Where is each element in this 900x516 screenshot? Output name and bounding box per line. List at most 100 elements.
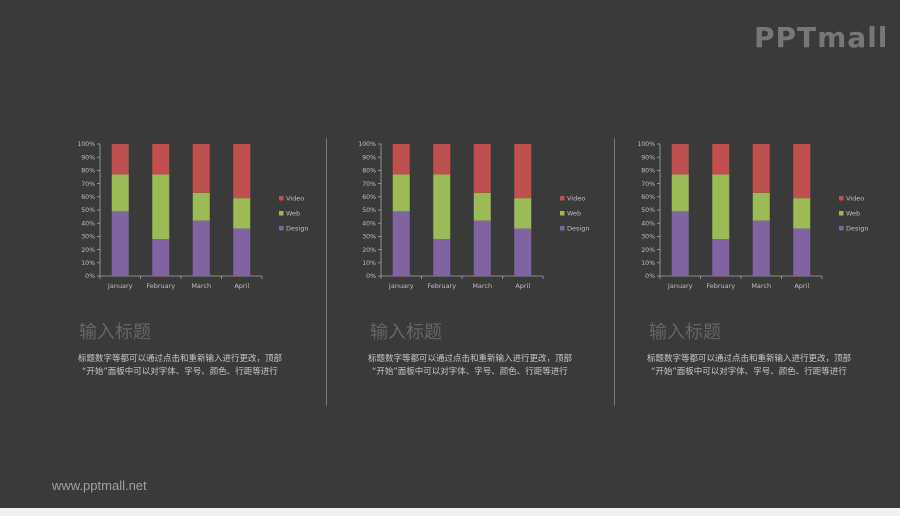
bar-design-april bbox=[233, 228, 251, 276]
legend-swatch-video bbox=[560, 196, 565, 201]
bar-web-april bbox=[233, 198, 251, 229]
y-tick-label: 0% bbox=[366, 273, 376, 280]
y-tick-label: 20% bbox=[81, 247, 95, 254]
bar-video-january bbox=[392, 144, 410, 175]
x-tick-label: March bbox=[191, 282, 211, 290]
bar-design-march bbox=[752, 220, 770, 276]
x-tick-label: March bbox=[472, 282, 492, 290]
bar-video-march bbox=[473, 144, 491, 193]
y-tick-label: 100% bbox=[77, 141, 95, 148]
x-tick-label: January bbox=[107, 282, 133, 290]
x-tick-label: February bbox=[706, 282, 735, 290]
y-tick-label: 60% bbox=[362, 194, 376, 201]
bar-video-april bbox=[514, 144, 532, 199]
x-tick-label: January bbox=[667, 282, 693, 290]
panel-1: 0% 10% 20% 30% 40% 50% 60% 70% 80% 90% 100% January… bbox=[64, 0, 344, 516]
bar-web-march bbox=[473, 192, 491, 221]
y-tick-label: 20% bbox=[362, 247, 376, 254]
bar-web-january bbox=[671, 174, 689, 212]
bar-design-february bbox=[712, 239, 730, 276]
bottom-strip bbox=[0, 508, 900, 516]
x-tick-label: March bbox=[751, 282, 771, 290]
y-tick-label: 50% bbox=[641, 207, 655, 214]
bar-video-march bbox=[192, 144, 210, 193]
legend-swatch-web bbox=[839, 211, 844, 216]
column-divider-2 bbox=[614, 138, 615, 406]
legend-label-design: Design bbox=[846, 225, 868, 233]
y-tick-label: 30% bbox=[362, 234, 376, 241]
bar-web-february bbox=[433, 174, 451, 240]
legend-label-web: Web bbox=[567, 210, 581, 218]
y-tick-label: 10% bbox=[362, 260, 376, 267]
bar-design-january bbox=[671, 211, 689, 276]
panel-description: 标题数字等都可以通过点击和重新输入进行更改，顶部 “开始”面板中可以对字体、字号… bbox=[78, 353, 318, 379]
y-tick-label: 70% bbox=[81, 181, 95, 188]
y-tick-label: 40% bbox=[81, 220, 95, 227]
website-link[interactable]: www.pptmall.net bbox=[52, 478, 147, 493]
y-tick-label: 50% bbox=[362, 207, 376, 214]
y-tick-label: 30% bbox=[641, 234, 655, 241]
y-tick-label: 0% bbox=[645, 273, 655, 280]
x-tick-label: April bbox=[794, 282, 809, 290]
panel-heading: 输入标题 bbox=[79, 322, 151, 343]
bar-design-march bbox=[192, 220, 210, 276]
y-tick-label: 50% bbox=[81, 207, 95, 214]
bar-video-february bbox=[433, 144, 451, 175]
panel-heading: 输入标题 bbox=[370, 322, 442, 343]
y-tick-label: 90% bbox=[362, 154, 376, 161]
legend-swatch-web bbox=[560, 211, 565, 216]
bar-design-january bbox=[392, 211, 410, 276]
x-tick-label: April bbox=[234, 282, 249, 290]
bar-video-february bbox=[152, 144, 170, 175]
legend-label-video: Video bbox=[286, 195, 304, 203]
description-line-1: 标题数字等都可以通过点击和重新输入进行更改，顶部 bbox=[368, 354, 573, 364]
bar-web-january bbox=[392, 174, 410, 212]
x-tick-label: February bbox=[427, 282, 456, 290]
y-tick-label: 60% bbox=[641, 194, 655, 201]
column-divider-1 bbox=[326, 138, 327, 406]
legend-swatch-web bbox=[279, 211, 284, 216]
x-tick-label: February bbox=[146, 282, 175, 290]
y-tick-label: 80% bbox=[362, 168, 376, 175]
stacked-bar-chart-2: 0% 10% 20% 30% 40% 50% 60% 70% 80% 90% 100% January… bbox=[358, 141, 589, 290]
y-tick-label: 10% bbox=[641, 260, 655, 267]
bar-web-february bbox=[712, 174, 730, 240]
y-tick-label: 100% bbox=[358, 141, 376, 148]
bar-design-february bbox=[433, 239, 451, 276]
description-line-1: 标题数字等都可以通过点击和重新输入进行更改，顶部 bbox=[78, 354, 283, 364]
bar-web-march bbox=[752, 192, 770, 221]
legend-swatch-design bbox=[279, 226, 284, 231]
panel-description: 标题数字等都可以通过点击和重新输入进行更改，顶部 “开始”面板中可以对字体、字号… bbox=[647, 353, 887, 379]
panel-description: 标题数字等都可以通过点击和重新输入进行更改，顶部 “开始”面板中可以对字体、字号… bbox=[368, 353, 608, 379]
bar-video-january bbox=[671, 144, 689, 175]
panel-heading: 输入标题 bbox=[649, 322, 721, 343]
legend-label-web: Web bbox=[286, 210, 300, 218]
x-tick-label: January bbox=[388, 282, 414, 290]
bar-design-april bbox=[793, 228, 811, 276]
y-tick-label: 20% bbox=[641, 247, 655, 254]
y-tick-label: 80% bbox=[641, 168, 655, 175]
description-line-2: “开始”面板中可以对字体、字号、颜色、行距等进行 bbox=[82, 367, 278, 377]
legend-swatch-video bbox=[279, 196, 284, 201]
legend-swatch-design bbox=[839, 226, 844, 231]
legend-swatch-video bbox=[839, 196, 844, 201]
y-tick-label: 70% bbox=[641, 181, 655, 188]
description-line-2: “开始”面板中可以对字体、字号、颜色、行距等进行 bbox=[651, 367, 847, 377]
bar-video-march bbox=[752, 144, 770, 193]
stacked-bar-chart-3: 0% 10% 20% 30% 40% 50% 60% 70% 80% 90% 100% January… bbox=[637, 141, 868, 290]
y-tick-label: 40% bbox=[641, 220, 655, 227]
y-tick-label: 90% bbox=[81, 154, 95, 161]
legend-swatch-design bbox=[560, 226, 565, 231]
y-tick-label: 70% bbox=[362, 181, 376, 188]
bar-design-april bbox=[514, 228, 532, 276]
description-line-1: 标题数字等都可以通过点击和重新输入进行更改，顶部 bbox=[647, 354, 852, 364]
y-tick-label: 0% bbox=[85, 273, 95, 280]
legend-label-video: Video bbox=[567, 195, 585, 203]
bar-design-march bbox=[473, 220, 491, 276]
stacked-bar-chart-1: 0% 10% 20% 30% 40% 50% 60% 70% 80% 90% 100% January… bbox=[77, 141, 308, 290]
bar-web-april bbox=[793, 198, 811, 229]
legend-label-web: Web bbox=[846, 210, 860, 218]
panel-2: 0% 10% 20% 30% 40% 50% 60% 70% 80% 90% 100% January… bbox=[345, 0, 625, 516]
y-tick-label: 10% bbox=[81, 260, 95, 267]
bar-video-april bbox=[233, 144, 251, 199]
